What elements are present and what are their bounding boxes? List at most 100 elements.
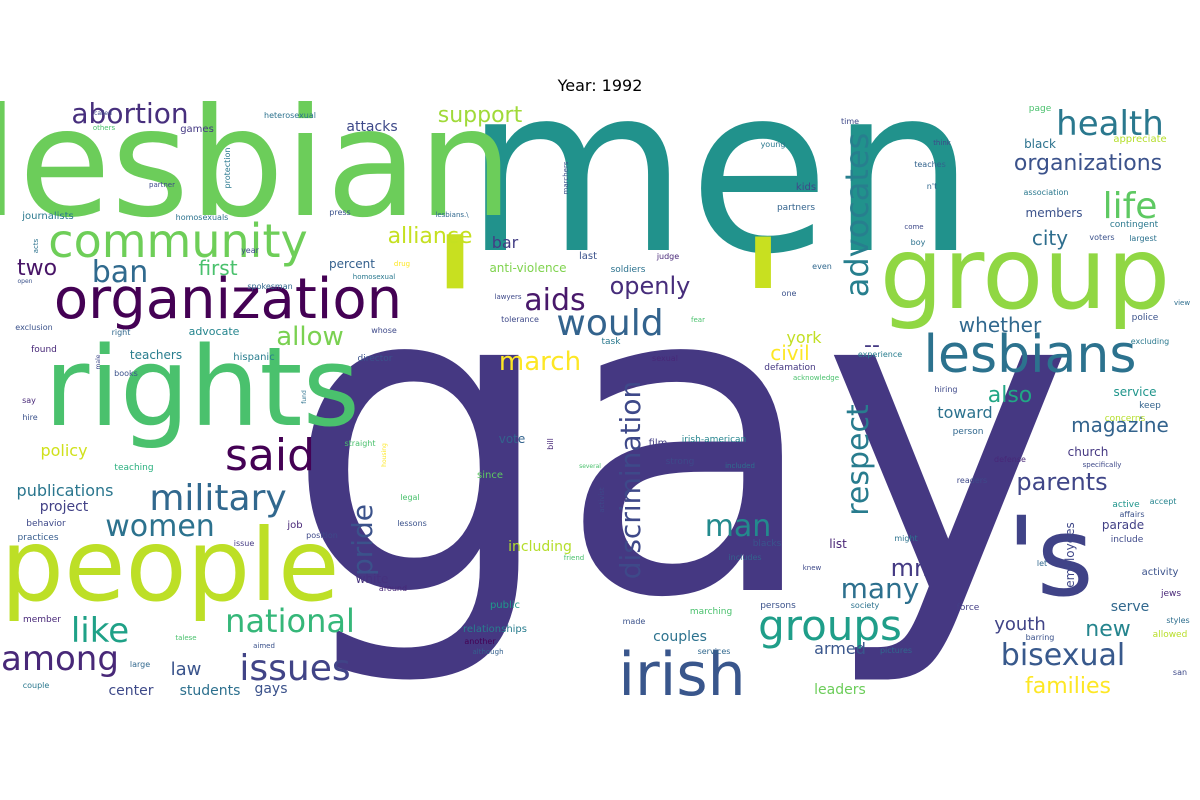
word-90: member [23, 615, 61, 625]
word-28: discrimination [614, 381, 647, 579]
word-73: vote [499, 432, 526, 446]
word-125: affairs [1120, 510, 1145, 519]
word-139: police [1132, 313, 1159, 323]
word-37: parents [1016, 468, 1107, 496]
word-36: openly [610, 272, 691, 300]
word-33: abortion [71, 98, 188, 130]
word-72: list [829, 537, 847, 551]
word-67: bar [492, 233, 519, 252]
word-183: exclusion [15, 323, 52, 332]
word-169: around [379, 584, 407, 593]
word-158: soldiers [611, 265, 646, 275]
word-174: lesbians.\ [435, 211, 469, 219]
word-101: irish-american [682, 435, 747, 445]
word-7: people [1, 507, 340, 624]
word-64: leaders [814, 682, 866, 698]
word-103: includes [728, 553, 761, 562]
word-190: fund [301, 390, 308, 404]
word-118: styles [1166, 616, 1189, 625]
word-45: families [1025, 674, 1111, 699]
word-5: 's [1006, 493, 1094, 621]
word-53: youth [994, 614, 1046, 635]
word-18: among [1, 639, 119, 679]
word-159: last [579, 251, 597, 262]
word-22: bisexual [1001, 638, 1125, 673]
word-98: since [477, 470, 503, 481]
word-150: appreciate [1113, 134, 1166, 145]
word-164: fear [691, 316, 705, 324]
word-109: services [698, 647, 731, 656]
word-35: allow [276, 322, 344, 352]
word-126: include [1111, 535, 1144, 545]
word-17: health [1056, 104, 1164, 144]
word-120: activity [1142, 567, 1179, 578]
word-46: new [1085, 617, 1130, 642]
word-160: even [812, 262, 832, 271]
word-104: included [725, 462, 755, 470]
word-96: job [286, 520, 302, 531]
word-93: lessons [397, 519, 427, 528]
word-77: black [1024, 137, 1056, 151]
word-143: contingent [1110, 220, 1159, 230]
word-56: york [786, 328, 822, 347]
word-10: irish [618, 640, 745, 702]
word-82: games [180, 124, 214, 135]
word-52: law [171, 659, 202, 680]
word-99: film [649, 438, 668, 449]
word-124: accept [1150, 497, 1177, 506]
word-65: project [40, 499, 89, 515]
word-117: allowed [1153, 630, 1188, 640]
word-181: year [241, 246, 260, 255]
word-16: life [1103, 186, 1158, 227]
word-133: keep [1139, 401, 1161, 411]
word-192: bill [546, 438, 555, 450]
word-48: two [17, 256, 57, 281]
word-140: view [1174, 299, 1190, 307]
word-31: many [841, 572, 920, 605]
word-162: lawyers [495, 293, 522, 301]
word-153: young [761, 140, 786, 149]
word-119: jews [1160, 589, 1181, 599]
word-154: partners [777, 203, 815, 213]
word-62: students [180, 683, 241, 699]
word-141: voters [1089, 233, 1114, 242]
word-11: lesbians [924, 325, 1137, 385]
word-161: one [782, 289, 797, 298]
word-165: task [602, 337, 622, 347]
word-129: defense [994, 455, 1026, 464]
word-38: mr. [891, 554, 930, 582]
word-135: experience [858, 350, 902, 359]
word-146: association [1024, 188, 1069, 197]
word-79: service [1114, 385, 1157, 399]
word-173: press [329, 208, 350, 217]
word-74: percent [329, 257, 375, 271]
word-94: issue [234, 539, 255, 548]
word-13: said [225, 430, 315, 481]
word-178: others [93, 124, 116, 132]
word-34: march [499, 347, 581, 377]
word-39: alliance [388, 224, 473, 249]
word-85: hispanic [233, 352, 274, 363]
word-191: housing [381, 443, 388, 467]
word-91: large [130, 660, 150, 669]
word-87: teaching [114, 463, 153, 473]
word-26: respect [841, 404, 876, 516]
word-108: although [472, 648, 503, 656]
word-14: groups [758, 601, 902, 650]
word-63: center [108, 683, 153, 699]
word-186: male [95, 354, 102, 369]
word-60: couples [653, 629, 707, 645]
word-138: excluding [1131, 337, 1170, 346]
word-110: made [623, 617, 646, 626]
word-9: organization [54, 267, 402, 332]
word-188: hire [22, 413, 37, 422]
word-142: largest [1129, 234, 1157, 243]
word-97: legal [400, 493, 419, 502]
word-81: advocate [189, 325, 240, 338]
word-194: activist [598, 487, 606, 513]
word-42: whether [959, 313, 1042, 337]
word-157: judge [656, 252, 679, 261]
word-149: think [933, 139, 952, 147]
word-49: city [1032, 226, 1068, 250]
word-170: drug [394, 260, 410, 268]
